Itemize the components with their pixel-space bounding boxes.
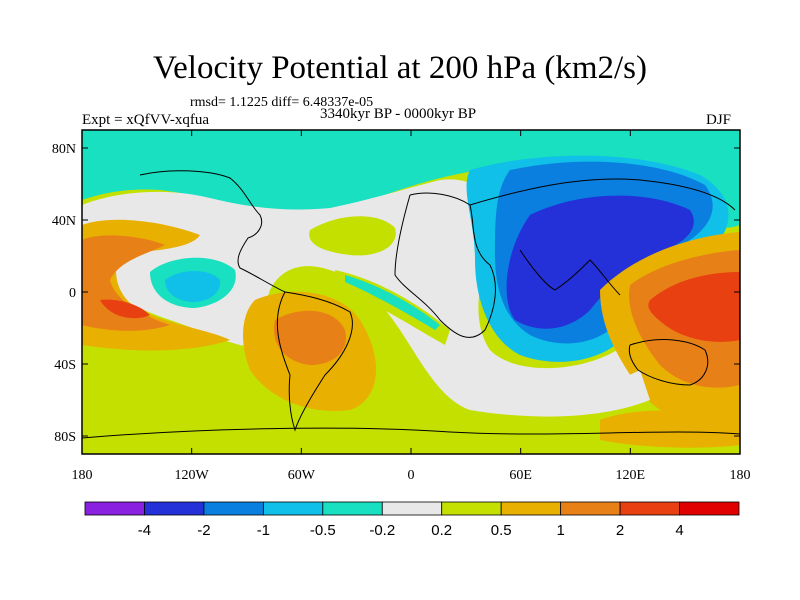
colorbar-label: -2 bbox=[197, 522, 210, 539]
colorbar-swatch bbox=[262, 501, 324, 516]
lime-pool-north-atlantic bbox=[309, 216, 396, 256]
colorbar-label: 0.5 bbox=[491, 522, 512, 539]
asia-darkblue-core bbox=[506, 195, 694, 329]
lon-tick-label: 60W bbox=[288, 468, 316, 483]
colorbar-swatch bbox=[441, 501, 502, 516]
coastlines bbox=[82, 170, 740, 439]
colorbar-swatch bbox=[619, 501, 680, 516]
coastline-north-america bbox=[139, 170, 286, 293]
lon-tick-label: 0 bbox=[408, 468, 415, 483]
eastern-pacific-orange-core bbox=[82, 235, 170, 331]
lat-tick-label: 40N bbox=[52, 214, 76, 229]
lat-tick-label: 80N bbox=[52, 142, 76, 157]
colorbar: -4 -2 -1 -0.5 -0.2 0.2 0.5 1 2 4 bbox=[84, 501, 740, 539]
colorbar-label: 2 bbox=[616, 522, 624, 539]
neutral-band-south-atlantic bbox=[470, 370, 650, 417]
lon-tick-label: 180 bbox=[72, 468, 93, 483]
lon-tick-label: 120W bbox=[175, 468, 210, 483]
colorbar-swatch bbox=[381, 501, 443, 516]
lat-tick-label: 80S bbox=[54, 430, 76, 445]
colorbar-swatch bbox=[500, 501, 562, 516]
coastline-australia bbox=[628, 339, 709, 386]
colorbar-swatch bbox=[322, 501, 383, 516]
lon-tick-label: 120E bbox=[616, 468, 646, 483]
experiment-label: Expt = xQfVV-xqfua bbox=[82, 112, 210, 128]
colorbar-label: -4 bbox=[138, 522, 151, 539]
west-pacific-red-core bbox=[648, 272, 740, 342]
colorbar-label: -0.5 bbox=[310, 522, 336, 539]
latitude-axis: 80N 40N 0 40S 80S bbox=[52, 142, 740, 445]
coastline-eurasia bbox=[469, 178, 736, 211]
lat-tick-label: 40S bbox=[54, 358, 76, 373]
lat-tick-label: 0 bbox=[69, 286, 76, 301]
coastline-south-asia bbox=[519, 249, 621, 296]
colorbar-swatch bbox=[679, 501, 740, 516]
colorbar-swatch bbox=[84, 501, 145, 516]
longitude-axis: 180 120W 60W 0 60E 120E 180 bbox=[72, 130, 751, 483]
colorbar-swatch bbox=[560, 501, 621, 516]
colorbar-swatch bbox=[144, 501, 205, 516]
velocity-potential-field bbox=[82, 130, 740, 454]
south-america-orange-core bbox=[274, 310, 346, 365]
season-label: DJF bbox=[706, 112, 732, 128]
colorbar-label: 4 bbox=[675, 522, 683, 539]
cyan-streak-atlantic bbox=[345, 275, 440, 330]
coastline-antarctica bbox=[82, 427, 740, 439]
colorbar-label: 1 bbox=[556, 522, 564, 539]
neutral-band-atlantic bbox=[82, 179, 650, 416]
rmsd-diff-stats: rmsd= 1.1225 diff= 6.48337e-05 bbox=[190, 95, 374, 110]
lon-tick-label: 60E bbox=[509, 468, 532, 483]
northern-cyan-band bbox=[82, 130, 740, 228]
colorbar-label: -0.2 bbox=[369, 522, 395, 539]
colorbar-swatch bbox=[203, 501, 264, 516]
southern-ocean-yellow-patch bbox=[600, 410, 740, 448]
plot-title: Velocity Potential at 200 hPa (km2/s) bbox=[152, 50, 648, 86]
eastern-pacific-red-core bbox=[100, 299, 150, 319]
colorbar-label: -1 bbox=[257, 522, 270, 539]
pacific-lightblue-core bbox=[165, 271, 221, 303]
colorbar-label: 0.2 bbox=[431, 522, 452, 539]
period-label: 3340kyr BP - 0000kyr BP bbox=[320, 106, 477, 122]
coastline-south-america bbox=[276, 291, 353, 432]
lon-tick-label: 180 bbox=[730, 468, 751, 483]
